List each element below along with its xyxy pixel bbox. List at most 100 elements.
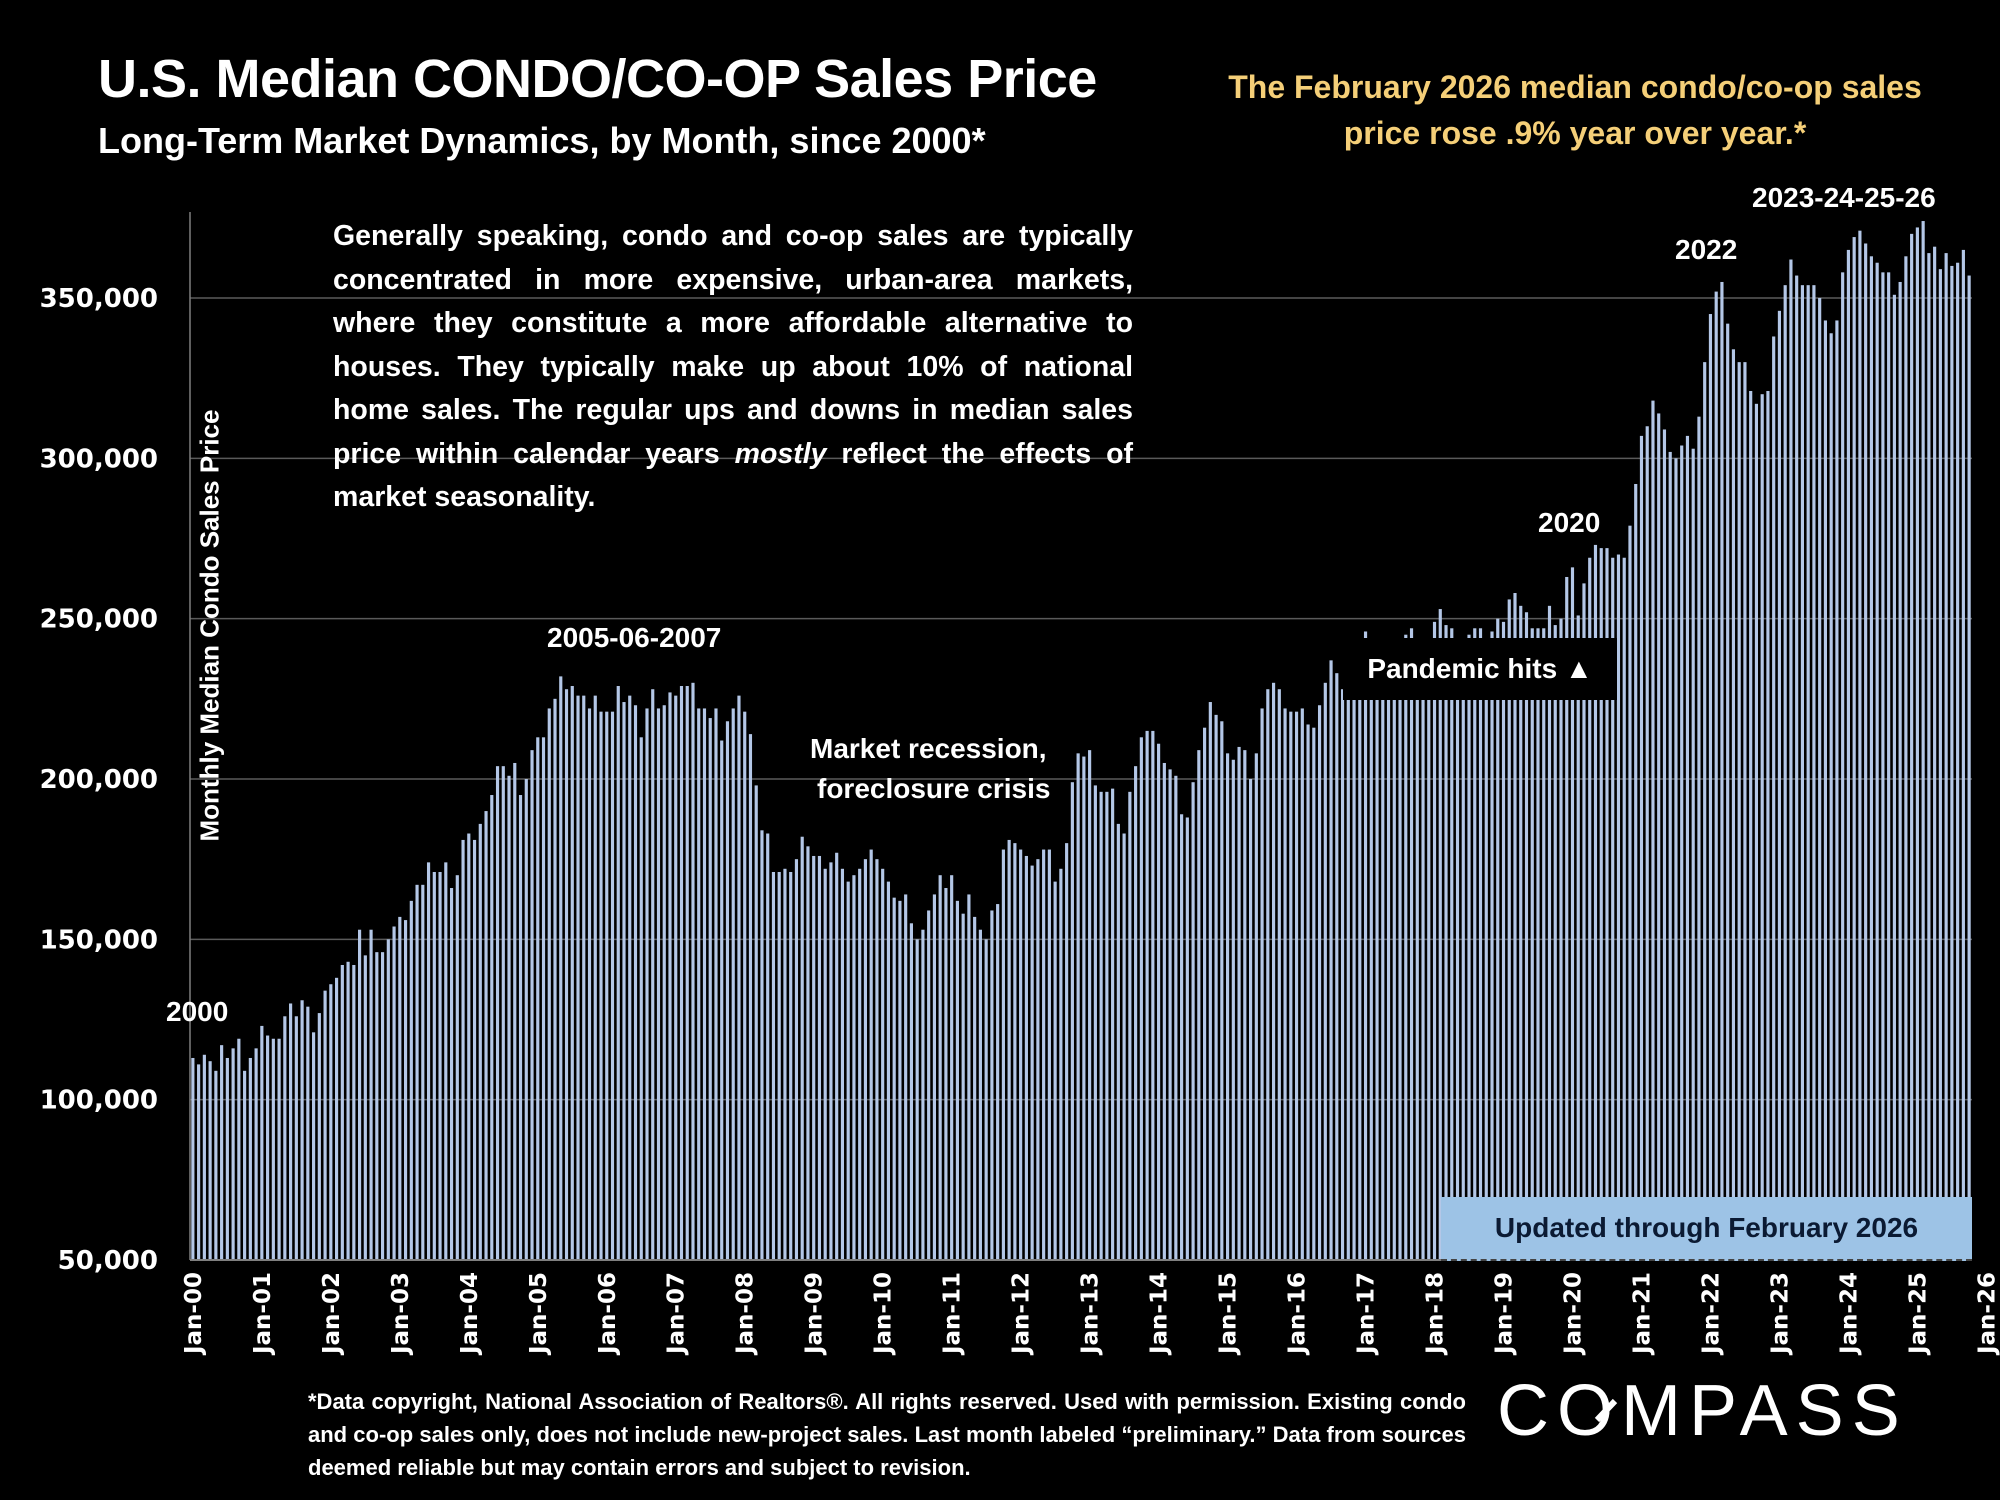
bar xyxy=(1013,843,1017,1260)
bar xyxy=(1708,314,1713,1260)
bar xyxy=(1392,673,1396,1260)
bar xyxy=(881,868,885,1260)
bar xyxy=(1570,567,1575,1260)
x-tick-label: Jan-20 xyxy=(1560,1272,1586,1356)
bar xyxy=(1645,426,1649,1260)
bar xyxy=(380,952,385,1260)
bar xyxy=(904,894,908,1260)
bar xyxy=(605,711,609,1260)
pandemic-label: Pandemic hits xyxy=(1367,653,1558,684)
bar xyxy=(1157,743,1161,1260)
bar xyxy=(990,910,994,1260)
bar xyxy=(1519,605,1523,1260)
bar xyxy=(1542,628,1546,1260)
bar xyxy=(973,916,977,1260)
bar xyxy=(386,939,390,1260)
bar xyxy=(679,686,684,1260)
bar xyxy=(1226,753,1230,1260)
x-tick-label: Jan-11 xyxy=(940,1272,966,1356)
bar xyxy=(628,695,632,1260)
x-tick-label: Jan-25 xyxy=(1905,1272,1931,1356)
bar xyxy=(610,711,615,1260)
yoy-headline: The February 2026 median condo/co-op sal… xyxy=(1150,64,2000,156)
bar xyxy=(254,1048,258,1260)
x-tick-label: Jan-13 xyxy=(1078,1272,1104,1356)
bar xyxy=(1134,766,1138,1260)
bar xyxy=(921,929,925,1260)
bar xyxy=(846,881,850,1260)
bar xyxy=(1536,628,1540,1260)
bar xyxy=(1375,663,1379,1260)
bar xyxy=(1019,849,1023,1260)
bar xyxy=(708,718,712,1260)
bar xyxy=(1059,868,1063,1260)
headline-line-1: The February 2026 median condo/co-op sal… xyxy=(1228,69,1922,105)
bar xyxy=(225,1057,229,1260)
bar xyxy=(335,977,339,1260)
bar xyxy=(1065,843,1069,1260)
bar xyxy=(1956,262,1960,1261)
bar xyxy=(1599,548,1603,1260)
bar xyxy=(1145,730,1149,1260)
bar xyxy=(1450,628,1454,1260)
y-tick-label: 200,000 xyxy=(40,765,158,795)
bar xyxy=(329,984,333,1260)
bar xyxy=(829,862,833,1260)
bar xyxy=(1622,557,1626,1260)
bar xyxy=(1553,625,1557,1260)
bar xyxy=(674,695,678,1260)
bar xyxy=(1363,631,1368,1260)
bar xyxy=(1162,762,1166,1260)
bar xyxy=(1760,394,1764,1260)
bar xyxy=(1789,259,1793,1260)
bar xyxy=(472,839,477,1260)
bar xyxy=(1237,746,1241,1260)
bar xyxy=(1478,628,1483,1260)
x-tick-label: Jan-18 xyxy=(1423,1272,1449,1356)
bar xyxy=(1249,779,1253,1260)
bar xyxy=(363,955,367,1260)
bar xyxy=(1128,791,1132,1260)
bar xyxy=(1662,429,1667,1261)
bar xyxy=(760,830,764,1260)
bar xyxy=(978,929,982,1260)
bar xyxy=(1306,724,1310,1260)
bar xyxy=(1547,605,1552,1260)
x-axis: Jan-00 Jan-01 Jan-02 Jan-03 Jan-04 Jan-05 Jan-… xyxy=(181,1272,2000,1356)
y-tick-label: 150,000 xyxy=(40,925,158,955)
y-axis-label: Monthly Median Condo Sales Price xyxy=(194,409,225,842)
bar xyxy=(1749,390,1753,1260)
bar xyxy=(961,913,965,1260)
x-tick-label: Jan-03 xyxy=(388,1272,414,1356)
bar xyxy=(536,737,540,1260)
bar xyxy=(426,862,431,1260)
headline-line-2: price rose .9% year over year.* xyxy=(1343,115,1807,151)
bar xyxy=(668,692,672,1260)
bar xyxy=(1501,621,1506,1260)
bar xyxy=(1530,628,1534,1260)
bar xyxy=(392,926,396,1260)
x-tick-label: Jan-05 xyxy=(526,1272,552,1356)
bar xyxy=(1714,291,1718,1261)
bar xyxy=(1082,756,1086,1260)
bar xyxy=(358,929,362,1260)
bar xyxy=(1967,275,1971,1260)
bar xyxy=(191,1057,195,1260)
bar xyxy=(1892,294,1896,1260)
bar xyxy=(1174,775,1178,1260)
bar xyxy=(616,686,620,1260)
bar xyxy=(553,698,557,1260)
bar xyxy=(714,708,718,1260)
bar xyxy=(248,1057,252,1260)
bar xyxy=(1657,413,1661,1260)
bar xyxy=(202,1054,206,1260)
bar xyxy=(237,1038,241,1260)
bar xyxy=(1271,682,1276,1260)
annotation-recession: Market recession, xyxy=(810,733,1047,764)
bar xyxy=(1588,557,1592,1260)
bar xyxy=(1634,483,1638,1260)
bar xyxy=(277,1038,281,1260)
y-tick-label: 300,000 xyxy=(40,444,158,474)
bar xyxy=(823,868,827,1260)
